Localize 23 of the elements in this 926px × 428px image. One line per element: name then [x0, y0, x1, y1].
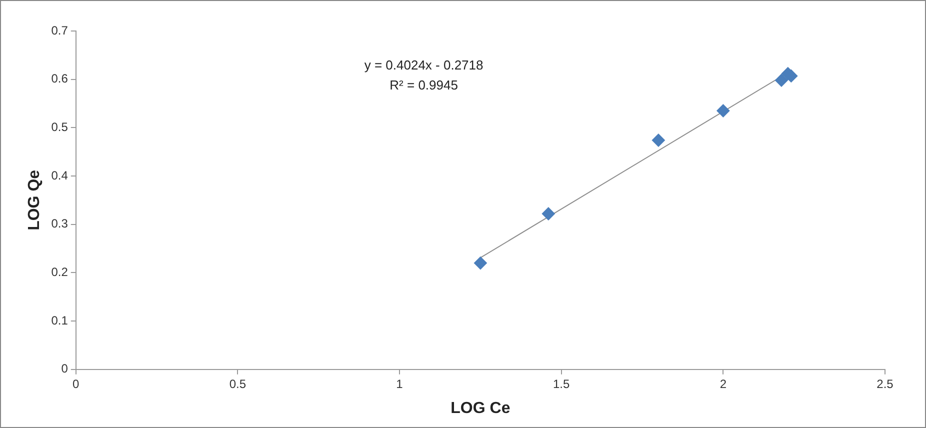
y-tick-label: 0.4	[51, 168, 68, 182]
x-tick-label: 1	[396, 376, 404, 391]
point	[716, 104, 730, 118]
x-tick-label: 1.5	[553, 376, 570, 391]
annotation: y = 0.4024x - 0.2718	[364, 58, 484, 73]
y-tick-label: 0.7	[51, 23, 68, 38]
y-axis-title: LOG Qe	[26, 170, 44, 230]
y-tick-label: 0.2	[51, 265, 68, 280]
x-axis-title: LOG Ce	[450, 400, 510, 417]
annotation: R² = 0.9945	[390, 78, 458, 93]
point	[652, 134, 665, 147]
y-tick-label: 0.6	[51, 72, 68, 86]
point	[774, 74, 788, 87]
point	[542, 207, 555, 220]
x-tick-label: 0	[72, 376, 80, 391]
y-tick-label: 0	[61, 362, 68, 376]
y-tick-label: 0.1	[51, 313, 68, 328]
y-tick-label: 0.5	[51, 120, 68, 134]
point	[474, 256, 487, 270]
x-tick-label: 0.5	[229, 376, 246, 391]
y-tick-label: 0.3	[51, 216, 68, 231]
x-tick-label: 2	[720, 376, 727, 391]
x-tick-label: 2.5	[876, 376, 894, 391]
